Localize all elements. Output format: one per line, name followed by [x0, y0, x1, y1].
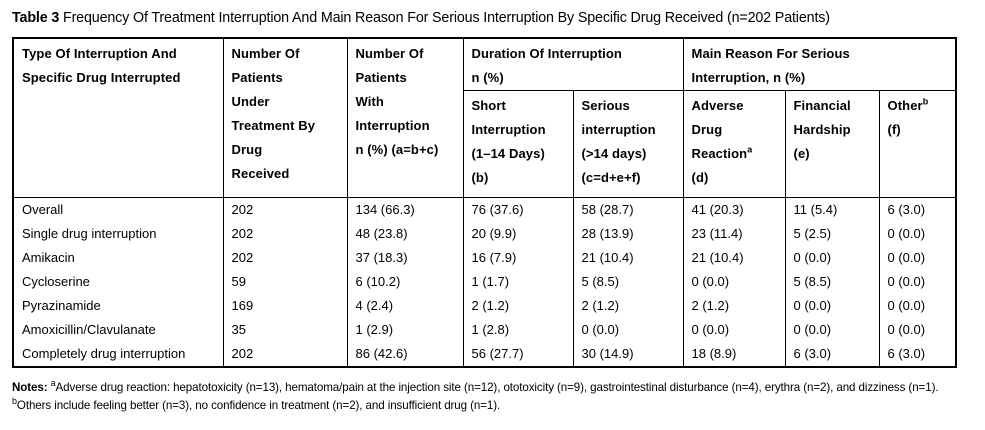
- col-header-adverse-drug-reaction: Adverse Drug Reactiona (d): [682, 90, 786, 198]
- cell-financial: 5 (2.5): [784, 222, 880, 246]
- table-row-completely-drug-interruption: Completely drug interruption 202 86 (42.…: [12, 342, 957, 367]
- paper-table-page: Table 3 Frequency Of Treatment Interrupt…: [12, 10, 975, 414]
- cell-type: Completely drug interruption: [12, 342, 224, 367]
- cell-with-interruption: 134 (66.3): [346, 197, 464, 222]
- cell-type: Single drug interruption: [12, 222, 224, 246]
- cell-adverse: 0 (0.0): [682, 318, 786, 342]
- col-header-type-of-interruption: Type Of Interruption And Specific Drug I…: [12, 37, 224, 198]
- cell-other: 0 (0.0): [878, 222, 957, 246]
- cell-under-treatment: 202: [222, 197, 348, 222]
- col-header-other: Otherb (f): [878, 90, 957, 198]
- cell-short: 1 (1.7): [462, 270, 574, 294]
- group-header-duration: Duration Of Interruption n (%): [462, 37, 684, 91]
- cell-adverse: 0 (0.0): [682, 270, 786, 294]
- footnote-marker-b: b: [12, 395, 17, 406]
- cell-with-interruption: 86 (42.6): [346, 342, 464, 367]
- cell-financial: 11 (5.4): [784, 197, 880, 222]
- table-title-text: Frequency Of Treatment Interruption And …: [62, 10, 830, 26]
- table-row-overall: Overall 202 134 (66.3) 76 (37.6) 58 (28.…: [12, 197, 957, 222]
- footnote-marker-a: a: [50, 378, 56, 389]
- cell-short: 16 (7.9): [462, 246, 574, 270]
- cell-serious: 30 (14.9): [572, 342, 684, 367]
- cell-type: Pyrazinamide: [12, 294, 224, 318]
- table-title-label: Table 3: [12, 10, 60, 26]
- cell-under-treatment: 202: [222, 222, 348, 246]
- cell-short: 1 (2.8): [462, 318, 574, 342]
- cell-short: 20 (9.9): [462, 222, 574, 246]
- cell-under-treatment: 35: [222, 318, 348, 342]
- table-row-amoxicillin-clavulanate: Amoxicillin/Clavulanate 35 1 (2.9) 1 (2.…: [12, 318, 957, 342]
- cell-other: 0 (0.0): [878, 294, 957, 318]
- cell-with-interruption: 4 (2.4): [346, 294, 464, 318]
- table-notes: Notes: aAdverse drug reaction: hepatotox…: [12, 379, 975, 414]
- cell-adverse: 2 (1.2): [682, 294, 786, 318]
- cell-type: Amikacin: [12, 246, 224, 270]
- col-header-adverse-label: Adverse Drug Reaction: [691, 98, 748, 161]
- col-header-adverse-code: (d): [691, 170, 709, 185]
- table-row-cycloserine: Cycloserine 59 6 (10.2) 1 (1.7) 5 (8.5) …: [12, 270, 957, 294]
- footnote-b-text: Others include feeling better (n=3), no …: [16, 398, 501, 412]
- cell-short: 76 (37.6): [462, 197, 574, 222]
- cell-with-interruption: 37 (18.3): [346, 246, 464, 270]
- col-header-other-label: Other: [887, 98, 923, 113]
- cell-serious: 58 (28.7): [572, 197, 684, 222]
- table-row-single-drug-interruption: Single drug interruption 202 48 (23.8) 2…: [12, 222, 957, 246]
- header-row-groups: Type Of Interruption And Specific Drug I…: [12, 37, 957, 198]
- col-header-serious-interruption: Serious interruption (>14 days) (c=d+e+f…: [572, 90, 684, 198]
- col-header-patients-under-treatment: Number Of Patients Under Treatment By Dr…: [222, 37, 348, 198]
- cell-financial: 5 (8.5): [784, 270, 880, 294]
- footnote-marker-a: a: [747, 144, 753, 155]
- cell-other: 6 (3.0): [878, 197, 957, 222]
- cell-with-interruption: 48 (23.8): [346, 222, 464, 246]
- table-row-amikacin: Amikacin 202 37 (18.3) 16 (7.9) 21 (10.4…: [12, 246, 957, 270]
- cell-financial: 0 (0.0): [784, 318, 880, 342]
- col-header-short-interruption: Short Interruption (1–14 Days) (b): [462, 90, 574, 198]
- cell-serious: 28 (13.9): [572, 222, 684, 246]
- cell-under-treatment: 169: [222, 294, 348, 318]
- col-header-patients-with-interruption: Number Of Patients With Interruption n (…: [346, 37, 464, 198]
- cell-other: 0 (0.0): [878, 246, 957, 270]
- cell-type: Amoxicillin/Clavulanate: [12, 318, 224, 342]
- cell-serious: 0 (0.0): [572, 318, 684, 342]
- table-title: Table 3 Frequency Of Treatment Interrupt…: [12, 10, 975, 26]
- cell-under-treatment: 202: [222, 342, 348, 367]
- cell-with-interruption: 6 (10.2): [346, 270, 464, 294]
- cell-serious: 5 (8.5): [572, 270, 684, 294]
- cell-other: 0 (0.0): [878, 318, 957, 342]
- cell-other: 0 (0.0): [878, 270, 957, 294]
- cell-other: 6 (3.0): [878, 342, 957, 367]
- cell-under-treatment: 202: [222, 246, 348, 270]
- col-header-other-code: (f): [887, 122, 901, 137]
- table-body: Overall 202 134 (66.3) 76 (37.6) 58 (28.…: [12, 197, 957, 367]
- col-header-financial-hardship: Financial Hardship (e): [784, 90, 880, 198]
- notes-label: Notes:: [12, 381, 48, 394]
- table-row-pyrazinamide: Pyrazinamide 169 4 (2.4) 2 (1.2) 2 (1.2)…: [12, 294, 957, 318]
- cell-type: Cycloserine: [12, 270, 224, 294]
- group-header-main-reason: Main Reason For Serious Interruption, n …: [682, 37, 957, 91]
- cell-financial: 0 (0.0): [784, 294, 880, 318]
- cell-adverse: 23 (11.4): [682, 222, 786, 246]
- cell-short: 56 (27.7): [462, 342, 574, 367]
- cell-financial: 6 (3.0): [784, 342, 880, 367]
- table-header: Type Of Interruption And Specific Drug I…: [12, 37, 957, 198]
- cell-short: 2 (1.2): [462, 294, 574, 318]
- cell-adverse: 41 (20.3): [682, 197, 786, 222]
- footnote-a-text: Adverse drug reaction: hepatotoxicity (n…: [55, 381, 939, 394]
- cell-serious: 21 (10.4): [572, 246, 684, 270]
- header-row-subcolumns: Short Interruption (1–14 Days) (b) Serio…: [13, 90, 957, 198]
- cell-type: Overall: [12, 197, 224, 222]
- cell-adverse: 21 (10.4): [682, 246, 786, 270]
- cell-with-interruption: 1 (2.9): [346, 318, 464, 342]
- cell-adverse: 18 (8.9): [682, 342, 786, 367]
- footnote-marker-b: b: [922, 96, 929, 107]
- cell-under-treatment: 59: [222, 270, 348, 294]
- cell-serious: 2 (1.2): [572, 294, 684, 318]
- cell-financial: 0 (0.0): [784, 246, 880, 270]
- frequency-table: Type Of Interruption And Specific Drug I…: [12, 37, 958, 368]
